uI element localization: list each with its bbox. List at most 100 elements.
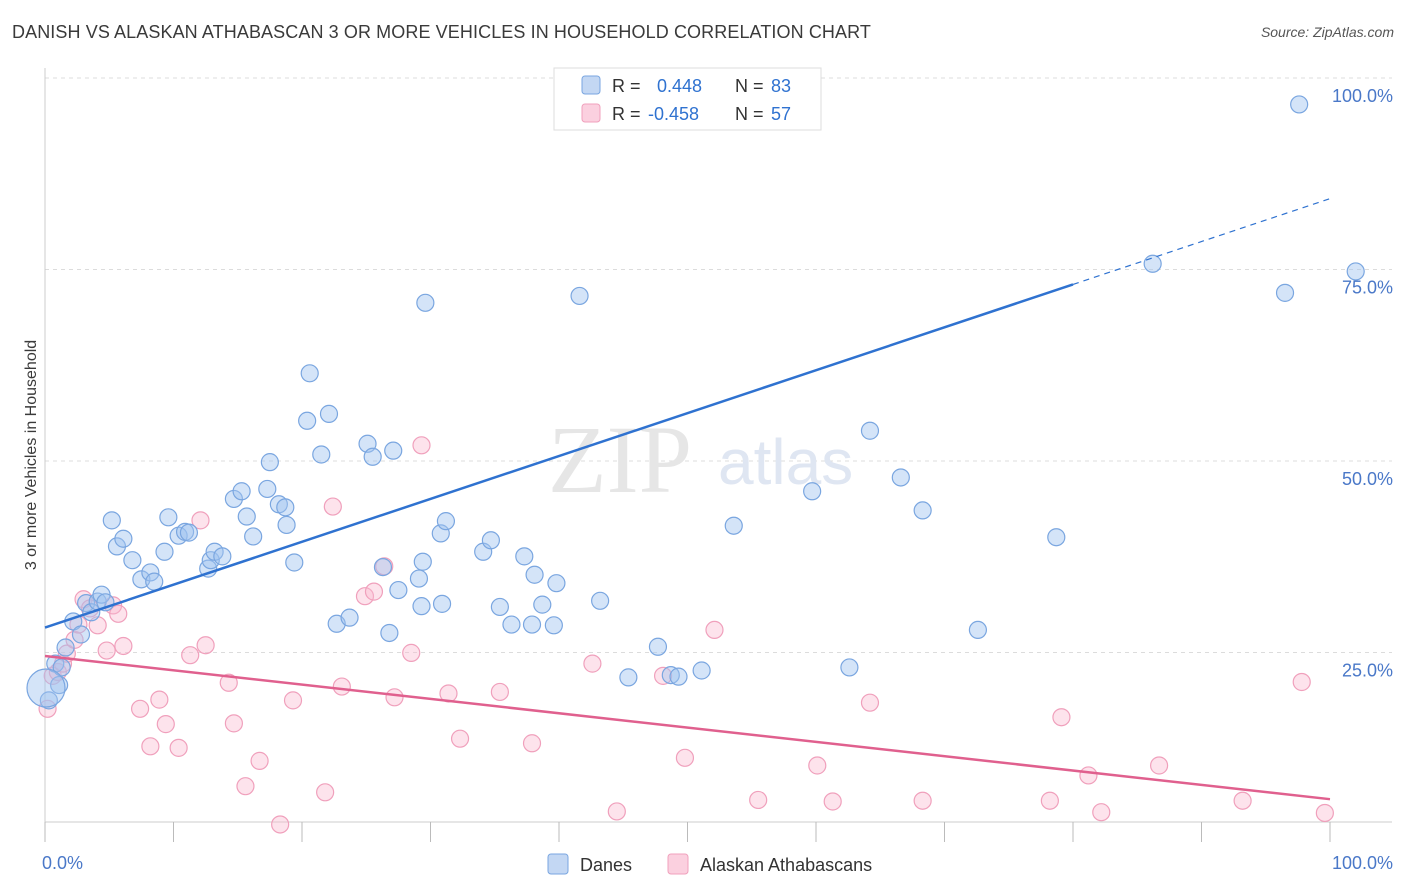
danes-point (232, 482, 251, 501)
athabascan-point (913, 791, 932, 810)
athabascan-point (749, 790, 768, 810)
athabascan-point (385, 688, 404, 707)
legend-series: Danes Alaskan Athabascans (547, 853, 872, 875)
legend-danes-r-label: R = (612, 76, 641, 96)
danes-point (525, 565, 544, 584)
danes-point (300, 364, 319, 383)
danes-point (533, 595, 552, 614)
athabascan-point (219, 673, 238, 692)
athabascan-point (283, 691, 303, 710)
athabascan-point (1315, 803, 1334, 823)
athabascan-point (607, 802, 626, 821)
athabascan-point (860, 693, 880, 712)
danes-point (145, 572, 164, 591)
legend-athabascan-marker (667, 853, 689, 875)
danes-point (1143, 254, 1162, 273)
danes-point (724, 516, 743, 535)
legend-athabascan-swatch (581, 103, 601, 123)
watermark-zip: ZIP (548, 406, 692, 513)
watermark: ZIP atlas (548, 406, 853, 513)
athabascan-point (1092, 803, 1111, 822)
legend-athabascan-r-value: -0.458 (648, 104, 699, 124)
legend-danes-swatch (581, 75, 601, 95)
athabascan-point (375, 557, 394, 576)
legend-athabascan-name: Alaskan Athabascans (700, 855, 872, 875)
danes-point (71, 625, 91, 644)
danes-point (155, 542, 174, 561)
x-tick-label: 0.0% (42, 853, 83, 873)
danes-point (803, 482, 822, 501)
danes-point (276, 498, 295, 517)
danes-point (413, 552, 432, 571)
legend-danes-n-label: N = (735, 76, 764, 96)
athabascan-point (450, 729, 470, 748)
legend-athabascan-n-label: N = (735, 104, 764, 124)
danes-point (39, 691, 58, 710)
danes-point (141, 563, 160, 582)
danes-point (77, 593, 96, 613)
athabascan-point (169, 738, 188, 757)
chart-title: DANISH VS ALASKAN ATHABASCAN 3 OR MORE V… (12, 22, 871, 42)
y-tick-label: 75.0% (1342, 278, 1393, 298)
danes-point (409, 569, 429, 588)
danes-point (56, 638, 75, 657)
athabascan-point (1233, 791, 1252, 810)
athabascan-point (150, 690, 169, 709)
athabascan-point (1292, 672, 1311, 692)
danes-point (277, 515, 296, 535)
danes-point (123, 551, 142, 570)
danes-point (384, 441, 403, 460)
danes-point (1290, 95, 1309, 114)
athabascan-point (1149, 756, 1169, 775)
athabascan-point (522, 734, 542, 753)
danes-point (1047, 528, 1066, 547)
danes-point (1346, 262, 1365, 281)
danes-point (298, 411, 317, 430)
danes-point (661, 665, 680, 685)
athabascan-point (224, 714, 243, 733)
legend-danes-n-value: 83 (771, 76, 791, 96)
danes-point (213, 547, 232, 566)
source-credit: Source: ZipAtlas.com (1260, 24, 1394, 40)
danes-point (285, 553, 304, 572)
danes-point (913, 501, 932, 520)
athabascan-point (323, 497, 342, 516)
danes-point (591, 591, 610, 610)
athabascan-point (196, 636, 215, 655)
athabascan-point (808, 756, 827, 775)
danes-point (570, 286, 589, 306)
danes-point (840, 658, 859, 677)
legend-athabascan-n-value: 57 (771, 104, 791, 124)
athabascan-point (1079, 766, 1098, 785)
athabascan-point (364, 582, 384, 601)
danes-point (159, 508, 178, 527)
danes-point (114, 529, 133, 548)
trend-lines (44, 198, 1331, 801)
athabascan-point (402, 643, 421, 662)
y-tick-label: 50.0% (1342, 469, 1393, 489)
danes-point (619, 668, 638, 687)
athabascan-point (823, 792, 842, 811)
danes-point (515, 547, 534, 566)
danes-point (258, 479, 277, 499)
athabascan-point (250, 751, 269, 770)
athabascan-point (236, 777, 255, 796)
danes-point (432, 594, 452, 613)
danes-point (522, 615, 542, 634)
danes-point (363, 447, 382, 466)
athabascan-point (490, 682, 509, 702)
watermark-atlas: atlas (718, 426, 853, 498)
danes-point (692, 661, 711, 680)
danes-point (968, 620, 988, 640)
legend-danes-marker (547, 853, 569, 875)
data-points (26, 95, 1365, 834)
danes-point (502, 615, 521, 634)
danes-point (340, 608, 359, 627)
athabascan-point (156, 715, 175, 734)
danes-point (1275, 283, 1295, 302)
danes-trend-line (44, 283, 1074, 629)
athabascan-point (1052, 708, 1071, 727)
athabascan-point (316, 783, 335, 802)
athabascan-point (705, 620, 724, 640)
